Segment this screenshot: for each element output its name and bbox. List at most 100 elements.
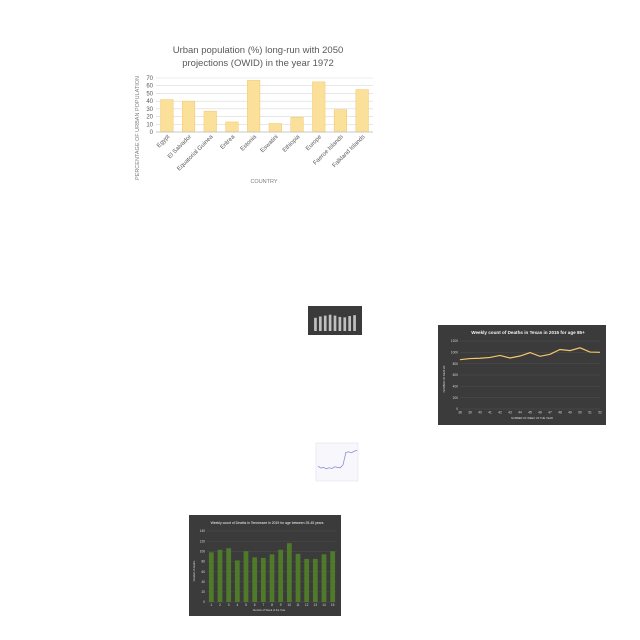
y-tick-label: 50: [146, 91, 153, 97]
bar-week-15: [330, 551, 336, 602]
x-tick-label: 38: [458, 411, 462, 415]
x-tick-label: 51: [588, 411, 592, 415]
x-tick-label: 1: [210, 603, 212, 607]
y-tick-label: 140: [200, 529, 206, 533]
tennessee-deaths-chart: Weekly count of Deaths in Tennessee in 2…: [189, 515, 341, 616]
bar-week-14: [321, 554, 327, 602]
bar-falkland-islands: [355, 89, 369, 133]
bar: [328, 314, 332, 331]
series-line: [317, 450, 358, 470]
bar-week-3: [226, 548, 232, 602]
y-axis-label: PERCENTAGE OF URBAN POPULATION: [135, 76, 141, 180]
texas-deaths-chart: Weekly count of Deaths in Texas in 2015 …: [438, 325, 606, 425]
y-tick-label: 40: [201, 580, 205, 584]
x-tick-label: 13: [314, 603, 318, 607]
x-tick-label: 47: [548, 411, 552, 415]
x-tick-label: 5: [245, 603, 247, 607]
bar-ethiopia: [290, 117, 304, 133]
urban-population-chart: Urban population (%) long-run with 2050 …: [128, 38, 388, 188]
x-axis-label: Number of Week of the Year: [253, 608, 286, 612]
x-tick-label: 49: [568, 411, 572, 415]
y-tick-label: 0: [150, 130, 154, 136]
y-tick-label: 70: [146, 76, 153, 82]
y-tick-label: 10: [146, 122, 153, 128]
x-tick-label: 40: [478, 411, 482, 415]
x-tick-label: Europe: [305, 134, 323, 152]
thumbnail-bar-chart-svg: [314, 314, 356, 331]
bar: [348, 316, 352, 331]
bar: [353, 315, 356, 331]
thumbnail-line-chart: [308, 440, 360, 488]
bar: [338, 316, 342, 331]
y-tick-label: 20: [201, 590, 205, 594]
y-tick-label: 400: [453, 385, 459, 389]
x-tick-label: 8: [271, 603, 273, 607]
bar-equatorial-guinea: [203, 110, 217, 133]
x-tick-label: 45: [528, 411, 532, 415]
y-tick-label: 200: [453, 396, 459, 400]
x-tick-label: 52: [598, 411, 602, 415]
x-tick-label: 6: [254, 603, 256, 607]
urban-population-chart-svg: Urban population (%) long-run with 2050 …: [135, 45, 373, 185]
x-tick-label: 43: [508, 411, 512, 415]
x-tick-label: 12: [305, 603, 309, 607]
x-tick-label: 41: [488, 411, 492, 415]
x-tick-label: 9: [280, 603, 282, 607]
tennessee-deaths-chart-svg: Weekly count of Deaths in Tennessee in 2…: [192, 521, 337, 612]
bar-eswatini: [268, 123, 282, 133]
x-tick-label: Egypt: [156, 134, 171, 149]
bar-week-11: [295, 553, 301, 602]
x-tick-label: Ethiopia: [282, 134, 302, 154]
y-tick-label: 1000: [451, 351, 458, 355]
chart-title: Weekly count of Deaths in Tennessee in 2…: [211, 521, 324, 525]
bar-eritrea: [225, 121, 239, 133]
bar-week-9: [278, 549, 284, 602]
bar: [333, 315, 337, 331]
bar-week-4: [234, 560, 240, 602]
x-tick-label: 14: [322, 603, 326, 607]
texas-deaths-chart-svg: Weekly count of Deaths in Texas in 2015 …: [442, 330, 602, 420]
y-tick-label: 0: [203, 600, 205, 604]
bar-faeroe-islands: [333, 109, 347, 133]
y-tick-label: 30: [146, 107, 153, 113]
bar-estonia: [247, 80, 261, 133]
y-tick-label: 60: [146, 84, 153, 90]
x-tick-label: 7: [262, 603, 264, 607]
chart-title: Weekly count of Deaths in Texas in 2015 …: [471, 330, 585, 335]
bar-el-salvador: [182, 100, 196, 133]
bar-week-8: [269, 554, 275, 602]
bar-week-2: [217, 549, 223, 602]
bar-week-1: [208, 552, 214, 602]
bar: [314, 317, 317, 331]
bar: [323, 315, 327, 331]
y-axis-label: Number of deaths: [192, 560, 196, 581]
x-tick-label: 46: [538, 411, 542, 415]
x-tick-label: Eritrea: [220, 134, 237, 151]
x-tick-label: 44: [518, 411, 522, 415]
y-tick-label: 800: [453, 362, 459, 366]
bar-week-12: [304, 558, 310, 602]
x-axis-label: COUNTRY: [250, 179, 277, 185]
x-axis-label: NUMBER OF WEEK OF THE YEAR: [511, 416, 553, 420]
y-tick-label: 60: [201, 570, 205, 574]
y-tick-label: 1200: [451, 339, 458, 343]
bar: [343, 317, 347, 331]
bar-week-7: [260, 557, 266, 602]
bar-europe: [312, 81, 326, 133]
x-tick-label: 11: [296, 603, 300, 607]
x-tick-label: 42: [498, 411, 502, 415]
x-tick-label: Estonia: [240, 134, 259, 153]
x-tick-label: 2: [219, 603, 221, 607]
chart-title-line-2: projections (OWID) in the year 1972: [182, 58, 334, 69]
bar: [318, 316, 322, 331]
y-tick-label: 600: [453, 373, 459, 377]
x-tick-label: 50: [578, 411, 582, 415]
series-line: [459, 347, 601, 361]
y-tick-label: 100: [200, 549, 206, 553]
thumbnail-bar-chart: [308, 306, 362, 335]
x-tick-label: 4: [236, 603, 238, 607]
x-tick-label: Eswatini: [260, 134, 280, 154]
x-tick-label: 3: [228, 603, 230, 607]
bar-week-5: [243, 551, 249, 602]
bar-week-10: [286, 543, 292, 602]
